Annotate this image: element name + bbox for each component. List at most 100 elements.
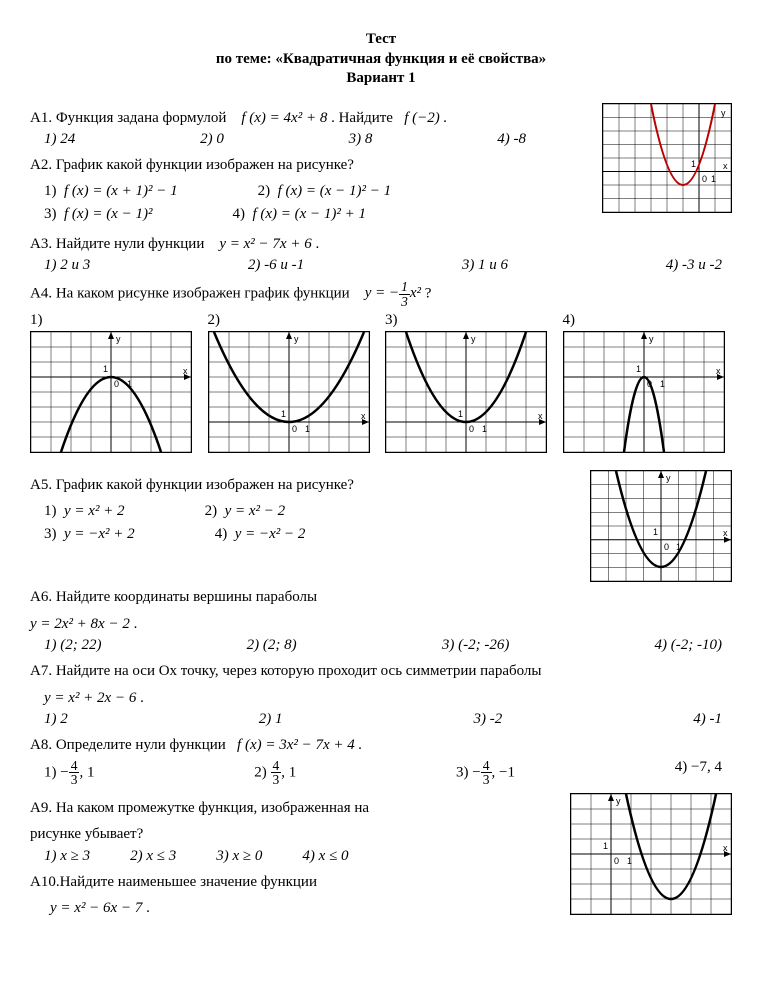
a8-question: А8. Определите нули функции f (x) = 3x² … [30, 734, 732, 757]
a5-block: А5. График какой функции изображен на ри… [30, 470, 732, 582]
svg-text:х: х [716, 366, 721, 376]
a5-opt3: 3) y = −x² + 2 [44, 526, 135, 543]
a1-a2-block: А1. Функция задана формулой f (x) = 4x² … [30, 103, 732, 229]
a4-q-text: А4. На каком рисунке изображен график фу… [30, 285, 350, 301]
a1-formula: f (x) = 4x² + 8 [241, 110, 327, 126]
a4-qmark: ? [425, 285, 432, 301]
svg-text:0: 0 [469, 424, 474, 434]
a7-opt3: 3) -2 [474, 711, 503, 728]
svg-text:0: 0 [114, 379, 119, 389]
svg-text:х: х [361, 411, 366, 421]
svg-text:у: у [721, 108, 726, 118]
a9-graph: ух 011 [570, 793, 732, 915]
a1-opt3: 3) 8 [349, 131, 373, 148]
svg-text:х: х [183, 366, 188, 376]
a9-question-l2: рисунке убывает? [30, 823, 554, 846]
a6-options: 1) (2; 22) 2) (2; 8) 3) (-2; -26) 4) (-2… [44, 637, 722, 654]
a8-opt4: 4) −7, 4 [675, 759, 722, 787]
a6-opt2: 2) (2; 8) [247, 637, 297, 654]
a1-options: 1) 24 2) 0 3) 8 4) -8 [44, 131, 526, 148]
a4-graph1: у х 01 1 [30, 331, 192, 453]
title-line3: Вариант 1 [30, 69, 732, 89]
svg-text:1: 1 [127, 379, 132, 389]
svg-text:у: у [666, 473, 671, 483]
a2-opt4: 4) f (x) = (x − 1)² + 1 [232, 206, 366, 223]
svg-text:1: 1 [660, 379, 665, 389]
svg-text:1: 1 [636, 364, 641, 374]
a9-opt1: 1) x ≥ 3 [44, 848, 90, 865]
svg-text:1: 1 [711, 174, 716, 184]
a3-q-text: А3. Найдите нули функции [30, 236, 204, 252]
svg-text:х: х [723, 161, 728, 171]
a4-g2-label: 2) [208, 312, 378, 329]
a3-formula: y = x² − 7x + 6 [219, 236, 311, 252]
a7-options: 1) 2 2) 1 3) -2 4) -1 [44, 711, 722, 728]
a10-dot: . [146, 900, 150, 916]
title-line2: по теме: «Квадратичная функция и её свой… [30, 50, 732, 70]
a7-question: А7. Найдите на оси Ох точку, через котор… [30, 660, 732, 683]
a2-opt1: 1) f (x) = (x + 1)² − 1 [44, 183, 178, 200]
svg-text:х: х [723, 528, 728, 538]
svg-text:1: 1 [603, 841, 608, 851]
svg-text:у: у [116, 334, 121, 344]
a3-opt1: 1) 2 и 3 [44, 257, 90, 274]
a4-graph4: у х 01 1 [563, 331, 725, 453]
a9-opt3: 3) x ≥ 0 [216, 848, 262, 865]
a5-opt2: 2) y = x² − 2 [205, 503, 286, 520]
a7-dot: . [140, 690, 144, 706]
a9-options: 1) x ≥ 3 2) x ≤ 3 3) x ≥ 0 4) x ≤ 0 [44, 848, 554, 865]
a1-opt2: 2) 0 [200, 131, 224, 148]
a2-opt3: 3) f (x) = (x − 1)² [44, 206, 152, 223]
svg-text:0: 0 [702, 174, 707, 184]
a5-question: А5. График какой функции изображен на ри… [30, 474, 574, 497]
a9-opt2: 2) x ≤ 3 [130, 848, 176, 865]
a6-opt1: 1) (2; 22) [44, 637, 101, 654]
svg-text:1: 1 [627, 856, 632, 866]
a3-options: 1) 2 и 3 2) -6 и -1 3) 1 и 6 4) -3 и -2 [44, 257, 722, 274]
a7-formula-line: y = x² + 2x − 6 . [44, 687, 732, 710]
a4-g1-label: 1) [30, 312, 200, 329]
svg-text:1: 1 [103, 364, 108, 374]
a2-graph: у х 0 1 1 [602, 103, 732, 213]
a6-question: А6. Найдите координаты вершины параболы [30, 586, 732, 609]
a4-g3-label: 3) [385, 312, 555, 329]
a1-question: А1. Функция задана формулой f (x) = 4x² … [30, 107, 586, 130]
svg-text:у: у [649, 334, 654, 344]
a8-formula: f (x) = 3x² − 7x + 4 . [237, 737, 362, 753]
a5-options: 1) y = x² + 2 2) y = x² − 2 3) y = −x² +… [44, 503, 574, 543]
svg-text:х: х [538, 411, 543, 421]
a4-graph3: ух 011 [385, 331, 547, 453]
svg-text:1: 1 [458, 409, 463, 419]
a1-q-text2: . Найдите [331, 110, 393, 126]
a3-opt4: 4) -3 и -2 [666, 257, 722, 274]
a9-block: А9. На каком промежутке функция, изображ… [30, 793, 732, 922]
a8-opt3: 3) −43, −1 [456, 759, 515, 787]
svg-text:0: 0 [614, 856, 619, 866]
a2-opt2: 2) f (x) = (x − 1)² − 1 [258, 183, 392, 200]
svg-text:1: 1 [305, 424, 310, 434]
a9-question-l1: А9. На каком промежутке функция, изображ… [30, 797, 554, 820]
a3-opt3: 3) 1 и 6 [462, 257, 508, 274]
title-line1: Тест [30, 30, 732, 50]
a6-dot: . [134, 616, 138, 632]
a6-opt4: 4) (-2; -10) [655, 637, 722, 654]
a6-formula-line: y = 2x² + 8x − 2 . [30, 613, 732, 636]
a7-opt1: 1) 2 [44, 711, 68, 728]
a7-opt2: 2) 1 [259, 711, 283, 728]
a6-formula: y = 2x² + 8x − 2 [30, 616, 130, 632]
svg-text:1: 1 [281, 409, 286, 419]
a1-opt1: 1) 24 [44, 131, 75, 148]
a3-opt2: 2) -6 и -1 [248, 257, 304, 274]
a2-options: 1) f (x) = (x + 1)² − 1 2) f (x) = (x − … [44, 183, 586, 223]
a10-formula-line: y = x² − 6x − 7 . [50, 897, 554, 920]
a4-question: А4. На каком рисунке изображен график фу… [30, 280, 732, 308]
svg-text:0: 0 [647, 379, 652, 389]
svg-text:0: 0 [292, 424, 297, 434]
a1-formula2: f (−2) . [404, 110, 447, 126]
svg-text:1: 1 [653, 527, 658, 537]
svg-text:1: 1 [691, 159, 696, 169]
a5-graph: ух 011 [590, 470, 732, 582]
a10-formula: y = x² − 6x − 7 [50, 900, 142, 916]
a1-opt4: 4) -8 [497, 131, 526, 148]
a8-options: 1) −43, 1 2) 43, 1 3) −43, −1 4) −7, 4 [44, 759, 722, 787]
